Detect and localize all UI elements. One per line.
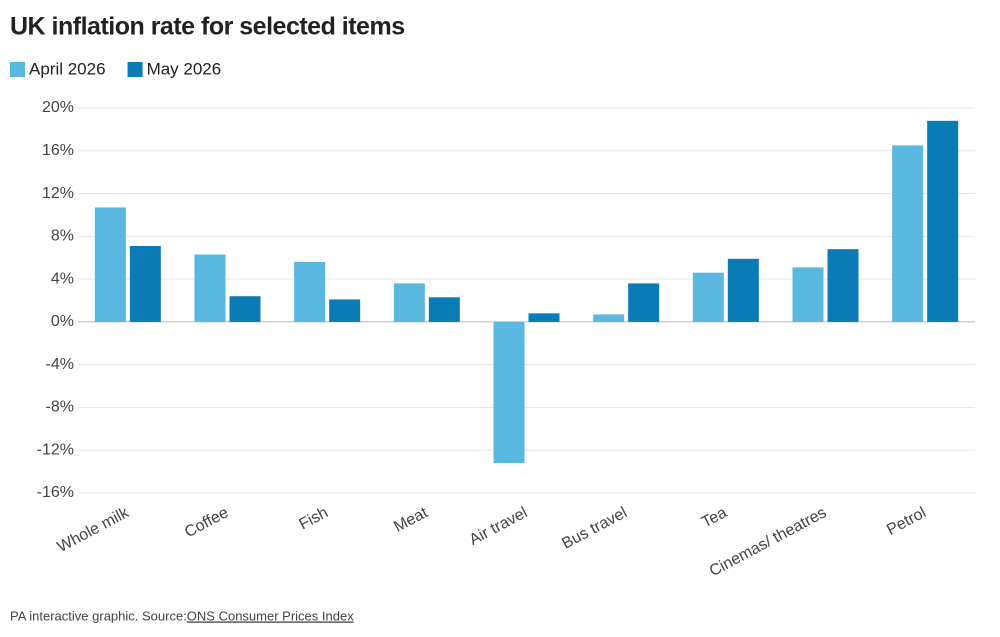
legend-label: May 2026 — [147, 59, 222, 78]
y-tick-label: 8% — [51, 228, 74, 245]
x-tick-label: Air travel — [467, 504, 531, 549]
y-tick-label: -16% — [37, 484, 74, 501]
bar — [329, 299, 361, 322]
x-tick-label: Tea — [699, 504, 730, 531]
source-link[interactable]: ONS Consumer Prices Index — [187, 608, 354, 623]
bar — [792, 267, 824, 322]
y-tick-label: 0% — [51, 313, 74, 330]
legend-label: April 2026 — [29, 59, 106, 78]
bar — [628, 283, 660, 322]
bar — [692, 272, 724, 322]
bar — [892, 145, 924, 322]
y-tick-label: 4% — [51, 270, 74, 287]
y-tick-label: -4% — [46, 356, 74, 373]
bar — [493, 321, 525, 464]
y-tick-label: -12% — [37, 441, 74, 458]
x-tick-label: Fish — [296, 504, 331, 533]
x-tick-label: Petrol — [884, 504, 929, 539]
legend-swatch — [127, 62, 143, 77]
bar — [393, 283, 425, 322]
x-tick-label: Whole milk — [55, 504, 133, 556]
legend-swatch — [10, 62, 25, 77]
bar — [428, 297, 460, 322]
y-tick-label: -8% — [46, 399, 74, 416]
y-tick-label: 16% — [42, 142, 74, 159]
x-tick-label: Meat — [391, 504, 431, 536]
x-tick-label: Bus travel — [559, 504, 630, 552]
bar — [927, 120, 959, 322]
footer-text: PA interactive graphic. Source: — [10, 608, 187, 623]
bar — [229, 296, 261, 322]
y-tick-label: 20% — [42, 99, 74, 116]
bar — [528, 313, 560, 322]
bar — [827, 249, 859, 322]
source-link-text[interactable]: ONS Consumer Prices Index — [187, 608, 354, 623]
y-tick-label: 12% — [42, 185, 74, 202]
bar — [94, 207, 126, 322]
bar — [129, 245, 161, 322]
bar — [593, 314, 625, 322]
bar — [727, 258, 759, 322]
bar — [194, 254, 226, 322]
x-tick-label: Coffee — [182, 504, 231, 541]
bar — [294, 262, 326, 322]
chart-title: UK inflation rate for selected items — [10, 13, 405, 41]
